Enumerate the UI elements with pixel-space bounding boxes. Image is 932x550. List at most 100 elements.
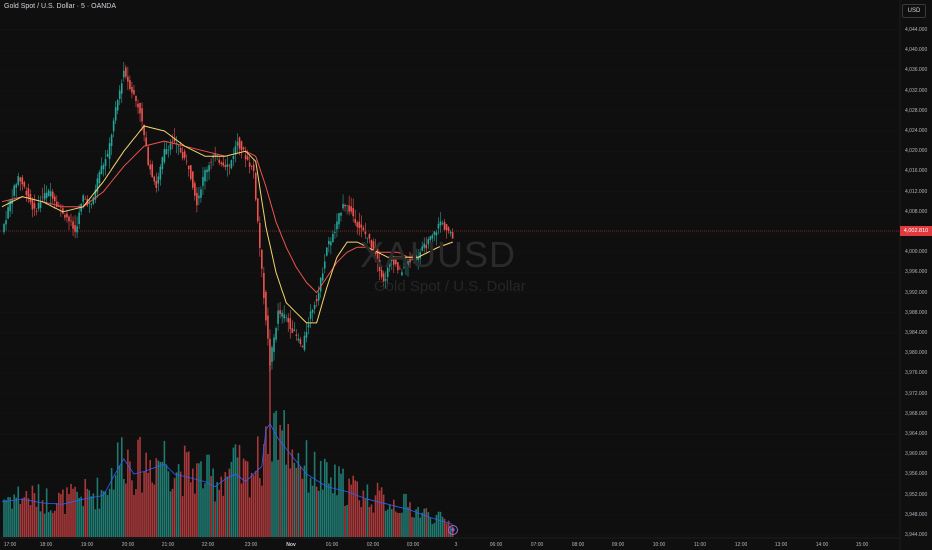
- candle-body: [5, 220, 7, 225]
- volume-bar: [202, 488, 204, 537]
- candle-body: [299, 339, 302, 345]
- volume-bar: [133, 494, 135, 537]
- candle-body: [291, 328, 294, 333]
- watermark-description: Gold Spot / U.S. Dollar: [374, 278, 526, 295]
- candle-body: [104, 159, 107, 166]
- candle-body: [202, 176, 204, 186]
- volume-bar: [413, 517, 415, 537]
- candle-body: [382, 273, 385, 282]
- currency-button[interactable]: USD: [902, 4, 926, 18]
- price-tick-label: 4,020.000: [905, 148, 928, 155]
- candle-body: [328, 240, 330, 245]
- volume-bar: [374, 495, 377, 537]
- volume-bar: [342, 468, 344, 537]
- volume-bar: [157, 460, 160, 537]
- volume-bars: [3, 363, 454, 537]
- volume-bar: [299, 466, 302, 537]
- volume-bar: [358, 500, 361, 537]
- volume-ma-line: [1, 422, 453, 525]
- volume-bar: [94, 509, 97, 537]
- candle-body: [127, 76, 129, 82]
- candle-body: [370, 240, 373, 248]
- candle-body: [88, 202, 91, 204]
- volume-bar: [64, 513, 66, 537]
- candle-body: [319, 277, 322, 292]
- candle-body: [96, 178, 99, 193]
- candle-body: [238, 137, 241, 149]
- volume-bar: [226, 476, 229, 537]
- volume-bar: [21, 498, 24, 537]
- candle-body: [167, 149, 170, 151]
- candle-body: [118, 90, 121, 99]
- candle-body: [275, 328, 277, 340]
- candle-body: [273, 337, 275, 352]
- candle-body: [220, 162, 223, 164]
- candle-body: [451, 232, 454, 239]
- volume-bar: [405, 493, 407, 537]
- volume-bar: [88, 490, 91, 537]
- volume-bar: [175, 472, 178, 537]
- candle-body: [116, 100, 119, 111]
- candle-body: [413, 261, 415, 263]
- time-tick-label: 21:00: [161, 542, 175, 548]
- volume-bar: [336, 495, 338, 537]
- candle-body: [110, 134, 113, 147]
- candle-body: [303, 335, 306, 350]
- volume-bar: [13, 494, 15, 537]
- volume-bar: [41, 500, 44, 537]
- candle-body: [372, 241, 375, 252]
- candle-body: [360, 224, 363, 228]
- volume-bar: [443, 518, 446, 537]
- candle-body: [397, 262, 399, 271]
- candle-body: [198, 195, 200, 199]
- volume-bar: [15, 497, 18, 537]
- volume-bar: [315, 486, 318, 537]
- volume-bar: [431, 524, 434, 537]
- candle-body: [112, 120, 115, 132]
- volume-bar: [82, 506, 84, 537]
- volume-bar: [234, 444, 237, 537]
- volume-bar: [49, 510, 52, 537]
- volume-bar: [100, 489, 103, 537]
- volume-bar: [392, 499, 395, 537]
- volume-bar: [376, 482, 379, 537]
- candle-body: [350, 206, 352, 212]
- candle-body: [265, 291, 267, 321]
- candle-body: [25, 190, 28, 196]
- volume-bar: [411, 516, 413, 537]
- volume-bar: [56, 503, 58, 537]
- time-tick-label: 3: [454, 542, 458, 548]
- candle-body: [340, 212, 342, 216]
- candle-body: [368, 233, 371, 239]
- candle-body: [417, 257, 419, 261]
- candle-body: [45, 192, 48, 199]
- volume-bar: [70, 483, 72, 537]
- candle-body: [43, 193, 46, 200]
- volume-bar: [246, 461, 249, 537]
- volume-bar: [224, 472, 227, 537]
- candle-body: [415, 255, 417, 261]
- volume-bar: [116, 442, 119, 537]
- symbol-title[interactable]: Gold Spot / U.S. Dollar · 5 · OANDA: [4, 3, 117, 10]
- volume-bar: [72, 488, 74, 537]
- volume-indicator-icon[interactable]: ◉: [448, 525, 458, 535]
- volume-bar: [102, 491, 105, 537]
- ma-fast-line: [1, 125, 453, 324]
- candle-body: [374, 247, 377, 254]
- watermark-symbol: XAUUSD: [360, 234, 517, 275]
- volume-bar: [196, 463, 198, 537]
- volume-bar: [216, 482, 218, 537]
- candle-body: [427, 239, 430, 245]
- candle-body: [305, 332, 308, 338]
- candle-body: [21, 177, 24, 185]
- candle-body: [277, 310, 279, 324]
- volume-bar: [39, 511, 42, 537]
- candle-body: [123, 70, 125, 78]
- volume-bar: [439, 511, 442, 537]
- price-tick-label: 3,984.000: [905, 330, 928, 336]
- candle-body: [206, 169, 208, 173]
- candle-body: [423, 243, 426, 248]
- volume-bar: [84, 478, 87, 537]
- candle-body: [392, 257, 395, 265]
